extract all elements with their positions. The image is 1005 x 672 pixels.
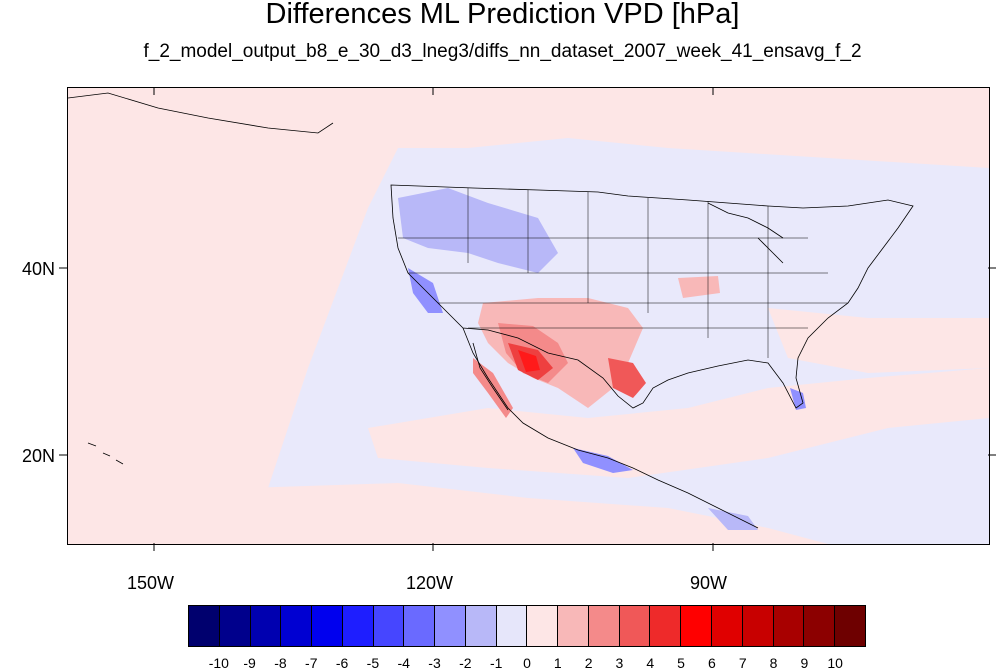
deep-red-core — [518, 350, 540, 372]
colorbar-box-8 — [435, 606, 466, 646]
colorbar-box-12 — [558, 606, 589, 646]
map-subtitle: f_2_model_output_b8_e_30_d3_lneg3/diffs_… — [143, 41, 862, 62]
pink-region-south — [368, 368, 989, 478]
blue-patch-northwest-us — [398, 188, 558, 273]
pink-region-pacific-west — [68, 88, 398, 544]
lon-label-90w: 90W — [690, 573, 728, 593]
hawaii-islands — [87, 442, 124, 465]
vpd-difference-field — [68, 88, 989, 544]
colorbar-box-13 — [588, 606, 620, 646]
colorbar-label: -3 — [428, 655, 441, 671]
colorbar-label: 6 — [708, 655, 716, 671]
colorbar-box-5 — [342, 606, 374, 646]
blue-patch-central-america — [708, 508, 758, 530]
colorbar-box-1 — [219, 606, 251, 646]
colorbar-label: -4 — [397, 655, 410, 671]
colorbar-box-11 — [527, 606, 559, 646]
colorbar-label: 1 — [553, 655, 562, 671]
colorbar-label: -1 — [489, 655, 503, 671]
colorbar-label: 10 — [827, 655, 843, 671]
colorbar-box-17 — [712, 606, 743, 646]
colorbar-label: -8 — [274, 655, 287, 671]
blue-patch-mexico-south — [573, 448, 633, 473]
coastlines — [68, 92, 914, 529]
colorbar-box-10 — [496, 606, 528, 646]
red-region-texas — [608, 358, 646, 398]
lon-label-120w: 120W — [406, 573, 454, 593]
colorbar-label: 7 — [738, 655, 747, 671]
colorbar-label: 9 — [800, 655, 809, 671]
colorbar-label: 3 — [615, 655, 624, 671]
colorbar-box-21 — [835, 606, 865, 646]
pink-region-southeast — [768, 308, 989, 373]
colorbar-box-18 — [742, 606, 774, 646]
colorbar-label: -6 — [335, 655, 349, 671]
map-title: Differences ML Prediction VPD [hPa] — [265, 0, 740, 30]
lat-label-20n: 20N — [22, 446, 56, 466]
colorbar-box-7 — [404, 606, 436, 646]
baja-outline — [472, 342, 509, 411]
colorbar-box-20 — [804, 606, 836, 646]
colorbar-label: -9 — [243, 655, 256, 671]
mexico-outline — [462, 327, 759, 529]
colorbar-box-19 — [773, 606, 805, 646]
colorbar-label: 8 — [769, 655, 778, 671]
lon-label-150w: 150W — [127, 573, 175, 593]
colorbar-label: -5 — [366, 655, 380, 671]
map-panel — [67, 87, 990, 545]
colorbar-box-0 — [189, 606, 220, 646]
colorbar-label: 0 — [523, 655, 531, 671]
pink-region-north — [398, 88, 989, 168]
alaska-coast — [68, 92, 334, 134]
colorbar-label: 4 — [646, 655, 655, 671]
colorbar-box-6 — [373, 606, 405, 646]
colorbar-box-4 — [312, 606, 343, 646]
colorbar — [188, 605, 866, 647]
colorbar-box-9 — [465, 606, 497, 646]
colorbar-box-16 — [681, 606, 713, 646]
colorbar-label: 2 — [584, 655, 593, 671]
colorbar-label: -7 — [305, 655, 318, 671]
colorbar-box-2 — [250, 606, 282, 646]
colorbar-box-14 — [619, 606, 651, 646]
colorbar-label: 5 — [677, 655, 685, 671]
us-outline — [390, 184, 914, 409]
light-red-region-oklahoma — [678, 276, 720, 298]
colorbar-label: -2 — [459, 655, 472, 671]
state-borders — [398, 188, 848, 358]
colorbar-box-3 — [281, 606, 313, 646]
blue-patch-florida — [790, 388, 806, 410]
great-lakes — [707, 202, 784, 264]
lat-label-40n: 40N — [22, 259, 56, 279]
colorbar-box-15 — [650, 606, 682, 646]
pink-region-southwest-ocean — [248, 483, 828, 544]
colorbar-label: -10 — [208, 655, 229, 671]
